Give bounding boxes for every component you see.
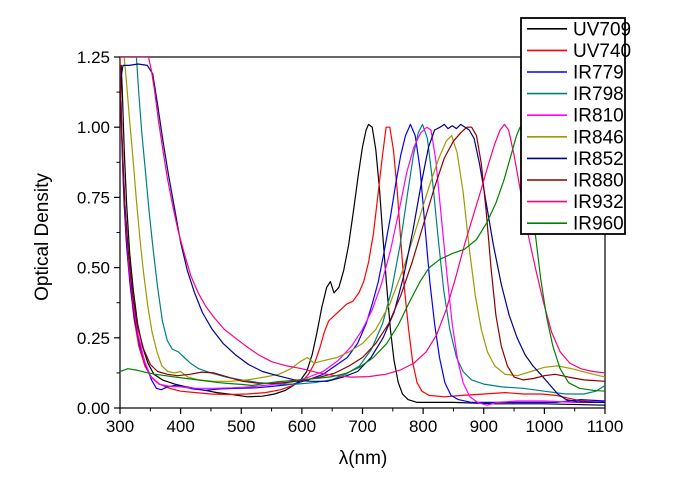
legend-label: IR810	[573, 106, 624, 127]
series-UV709-curve	[120, 64, 605, 406]
series-IR810-curve	[120, 70, 605, 406]
x-tick-label: 800	[409, 417, 437, 436]
axis-ticks	[114, 56, 606, 414]
legend-box	[520, 17, 626, 235]
axis-tick-labels: 300 400 500 600 700 800 900 1000 1100 0.00 0.25 0.5…	[77, 48, 623, 436]
legend-item-IR846: IR846	[527, 127, 624, 148]
legend-label: IR960	[573, 214, 624, 235]
y-tick-label: 0.00	[77, 399, 110, 418]
y-tick-label: 0.50	[77, 259, 110, 278]
x-tick-label: 500	[227, 417, 255, 436]
legend: UV709UV740IR779IR798IR810IR846IR852IR880…	[520, 17, 631, 235]
legend-label: UV709	[573, 19, 631, 40]
x-tick-label: 300	[106, 417, 134, 436]
series-IR798-curve	[130, 57, 605, 395]
legend-item-IR880: IR880	[527, 171, 624, 192]
legend-label: IR798	[573, 84, 624, 105]
legend-item-IR852: IR852	[527, 149, 624, 170]
legend-item-IR960: IR960	[527, 214, 624, 235]
legend-item-UV709: UV709	[527, 19, 631, 40]
x-tick-label: 1000	[525, 417, 563, 436]
series-IR852-curve	[120, 63, 605, 403]
legend-label: IR846	[573, 127, 624, 148]
legend-item-IR810: IR810	[527, 106, 624, 127]
legend-item-IR779: IR779	[527, 63, 624, 84]
y-tick-label: 1.00	[77, 118, 110, 137]
y-tick-label: 1.25	[77, 48, 110, 67]
x-tick-label: 600	[288, 417, 316, 436]
x-tick-label: 700	[348, 417, 376, 436]
x-axis-title: λ(nm)	[339, 448, 388, 469]
legend-item-UV740: UV740	[527, 41, 631, 62]
legend-item-IR932: IR932	[527, 192, 624, 213]
legend-label: IR779	[573, 63, 624, 84]
series-IR846-curve	[120, 57, 605, 382]
y-axis-title: Optical Density	[32, 173, 53, 301]
x-tick-label: 400	[166, 417, 194, 436]
legend-label: IR880	[573, 171, 624, 192]
legend-label: UV740	[573, 41, 631, 62]
x-tick-label: 1100	[587, 417, 624, 436]
series-IR880-curve	[120, 64, 605, 384]
legend-label: IR852	[573, 149, 624, 170]
y-tick-label: 0.75	[77, 188, 110, 207]
y-tick-label: 0.25	[77, 329, 110, 348]
legend-label: IR932	[573, 192, 624, 213]
x-tick-label: 900	[470, 417, 498, 436]
legend-item-IR798: IR798	[527, 84, 624, 105]
